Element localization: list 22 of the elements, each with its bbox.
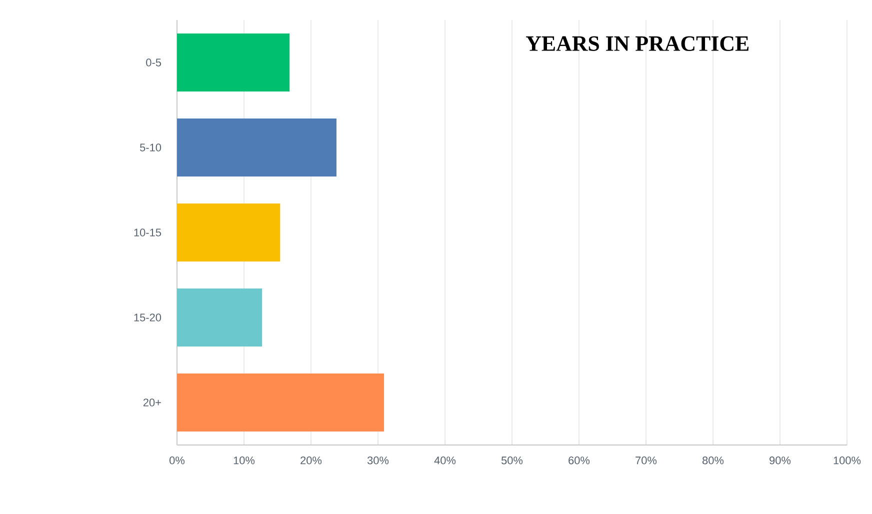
x-tick-label: 30%	[367, 456, 389, 464]
x-tick-label: 90%	[770, 456, 791, 464]
x-tick-label: 50%	[501, 456, 523, 464]
x-tick-label: 0%	[170, 456, 185, 464]
x-tick-label: 20%	[300, 456, 322, 464]
bar	[177, 373, 384, 432]
x-tick-label: 10%	[234, 456, 255, 464]
bar	[177, 288, 262, 346]
x-tick-label: 100%	[834, 456, 861, 464]
text: YEARS IN PRACTICE	[526, 36, 749, 51]
y-tick-label: 10-15	[134, 228, 162, 236]
x-tick-label: 80%	[702, 456, 724, 464]
y-tick-label: 15-20	[134, 314, 162, 322]
x-tick-label: 60%	[568, 456, 590, 464]
y-tick-label: 5-10	[140, 144, 162, 152]
bar	[177, 203, 280, 262]
x-tick-label: 40%	[434, 456, 456, 464]
y-tick-label: 0-5	[146, 58, 162, 66]
bar	[177, 33, 290, 92]
y-tick-label: 20+	[143, 398, 161, 406]
x-tick-label: 70%	[636, 456, 657, 464]
bar	[177, 118, 336, 176]
